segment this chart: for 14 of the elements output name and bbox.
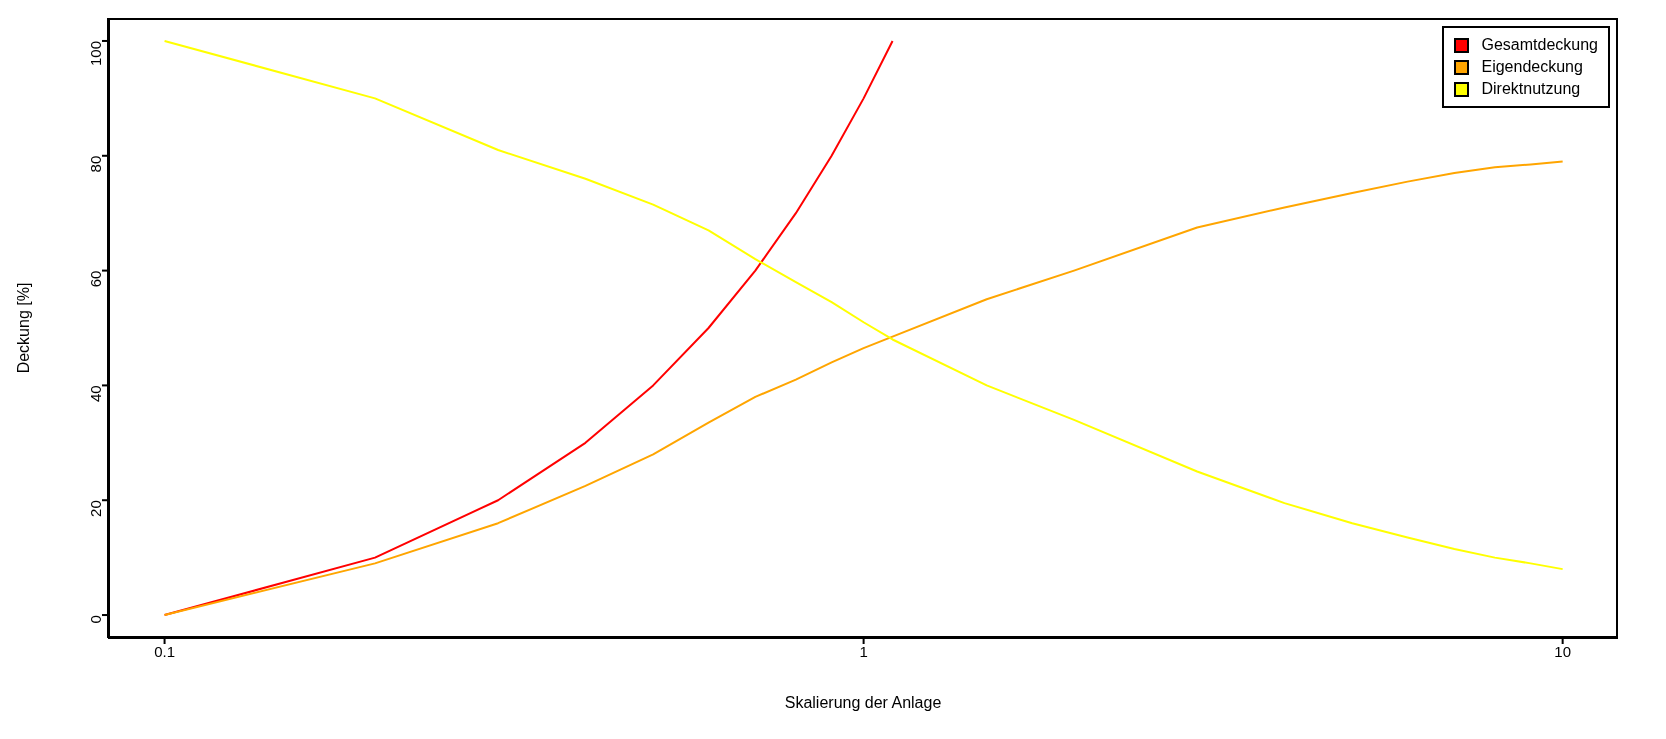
y-axis-title: Deckung [%]: [14, 282, 32, 374]
y-tick-label: 0: [87, 615, 105, 624]
x-tick-label: 1: [859, 642, 868, 660]
x-tick-label: 10: [1554, 642, 1571, 660]
x-axis-title: Skalierung der Anlage: [784, 694, 942, 711]
y-tick-label: 60: [87, 270, 105, 288]
y-tick-label: 40: [87, 385, 105, 403]
y-tick-label: 80: [87, 155, 105, 173]
x-tick-label: 0.1: [154, 642, 175, 660]
legend-label: Eigendeckung: [1481, 57, 1583, 77]
y-tick-label: 20: [87, 500, 105, 517]
y-tick-label: 100: [87, 40, 105, 66]
legend-label: Direktnutzung: [1481, 79, 1581, 99]
legend-label: Gesamtdeckung: [1481, 35, 1598, 55]
